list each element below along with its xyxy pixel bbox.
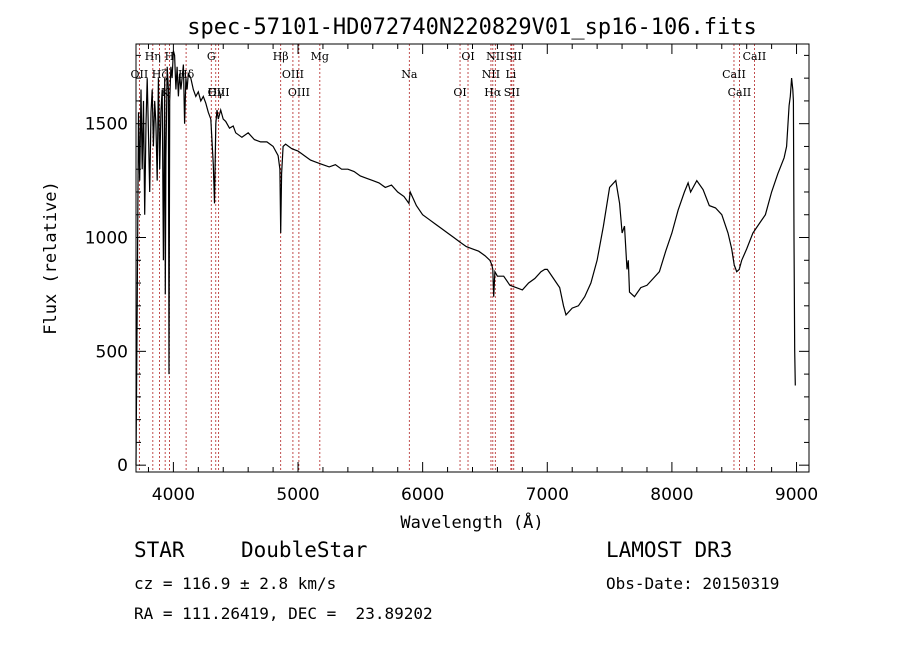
- line-marker-label: Hζ: [152, 68, 168, 81]
- coordinates: RA = 111.26419, DEC = 23.89202: [134, 604, 433, 623]
- x-tick-label: 9000: [775, 485, 818, 505]
- y-tick-label: 500: [96, 342, 128, 362]
- line-marker-label: OIII: [208, 86, 230, 99]
- y-axis-label: Flux (relative): [41, 181, 61, 335]
- line-marker-label: Hβ: [273, 50, 289, 63]
- object-class: STAR: [134, 538, 185, 562]
- line-marker-label: H: [165, 50, 175, 63]
- line-marker-label: NII: [482, 68, 500, 81]
- x-axis-ticks: 4000 5000 6000 7000 8000 9000: [147, 44, 818, 505]
- y-tick-label: 1000: [85, 229, 128, 249]
- line-marker-label: OI: [453, 86, 466, 99]
- x-tick-label: 6000: [401, 485, 444, 505]
- line-marker-label: Hη: [145, 50, 161, 63]
- x-tick-label: 7000: [526, 485, 569, 505]
- line-marker-label: OIII: [282, 68, 304, 81]
- line-marker-label: Na: [401, 68, 418, 81]
- x-tick-label: 5000: [276, 485, 319, 505]
- line-marker-label: G: [207, 50, 216, 63]
- line-marker-label: OI: [461, 50, 474, 63]
- object-subclass: DoubleStar: [241, 538, 368, 562]
- observation-date: Obs-Date: 20150319: [606, 574, 780, 593]
- y-tick-label: 0: [117, 456, 128, 476]
- spectral-line-markers: [138, 44, 755, 472]
- x-tick-label: 4000: [152, 485, 195, 505]
- x-tick-label: 8000: [650, 485, 693, 505]
- y-tick-label: 1500: [85, 115, 128, 135]
- line-marker-label: Hα: [484, 86, 502, 99]
- line-marker-label: SII: [504, 86, 520, 99]
- line-marker-label: K: [161, 86, 170, 99]
- line-marker-label: Mg: [311, 50, 329, 63]
- line-marker-label: Hγ: [208, 86, 225, 99]
- x-axis-label: Wavelength (Å): [400, 511, 543, 533]
- plot-frame: [135, 43, 810, 473]
- survey-name: LAMOST DR3: [606, 538, 733, 562]
- line-marker-label: OII: [131, 68, 149, 81]
- spectral-line-labels: HηHζKHHδHγGOIIOIIIHβOIIIOIIIMgNaOIOINIIH…: [131, 50, 767, 99]
- line-marker-label: NII: [486, 50, 504, 63]
- line-marker-label: CaII: [743, 50, 767, 63]
- line-marker-label: Li: [505, 68, 516, 81]
- chart-title: spec-57101-HD072740N220829V01_sp16-106.f…: [187, 15, 757, 40]
- line-marker-label: OIII: [288, 86, 310, 99]
- line-marker-label: SII: [506, 50, 522, 63]
- y-axis-ticks: 0 500 1000 1500: [85, 54, 809, 476]
- redshift-velocity: cz = 116.9 ± 2.8 km/s: [134, 574, 337, 593]
- flux-series-line: [135, 50, 796, 466]
- line-marker-label: CaII: [728, 86, 752, 99]
- line-marker-label: CaII: [722, 68, 746, 81]
